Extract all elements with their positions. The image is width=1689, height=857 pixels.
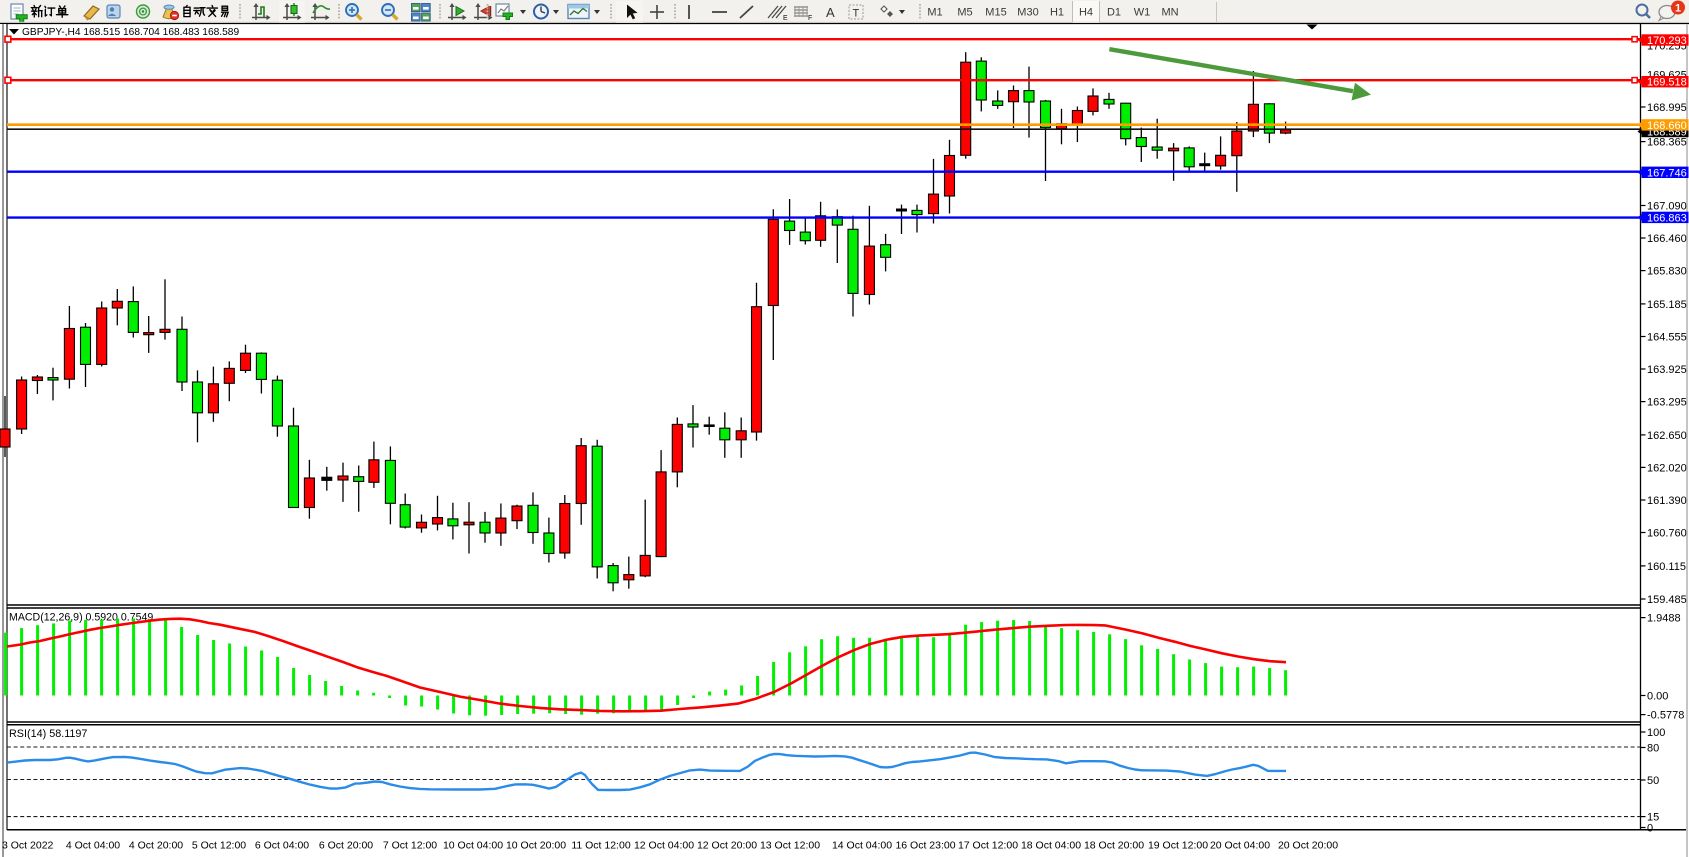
svg-text:50: 50 xyxy=(1647,775,1659,787)
svg-text:6 Oct 20:00: 6 Oct 20:00 xyxy=(319,840,373,852)
svg-text:T: T xyxy=(853,8,860,20)
svg-text:-0.5778: -0.5778 xyxy=(1647,710,1684,722)
svg-text:165.185: 165.185 xyxy=(1647,299,1687,311)
svg-text:15: 15 xyxy=(1647,812,1659,824)
svg-text:M1: M1 xyxy=(927,7,942,19)
svg-text:M5: M5 xyxy=(957,7,972,19)
svg-text:M15: M15 xyxy=(985,7,1006,19)
svg-text:1: 1 xyxy=(1675,3,1681,15)
svg-text:13 Oct 12:00: 13 Oct 12:00 xyxy=(760,840,820,852)
svg-text:D1: D1 xyxy=(1107,7,1121,19)
svg-text:11 Oct 12:00: 11 Oct 12:00 xyxy=(571,840,631,852)
svg-text:19 Oct 12:00: 19 Oct 12:00 xyxy=(1148,840,1208,852)
svg-text:4 Oct 20:00: 4 Oct 20:00 xyxy=(129,840,183,852)
svg-text:159.485: 159.485 xyxy=(1647,594,1687,606)
svg-text:7 Oct 12:00: 7 Oct 12:00 xyxy=(383,840,437,852)
svg-text:167.090: 167.090 xyxy=(1647,201,1687,213)
svg-text:10 Oct 20:00: 10 Oct 20:00 xyxy=(506,840,566,852)
svg-text:4 Oct 04:00: 4 Oct 04:00 xyxy=(66,840,120,852)
svg-text:168.995: 168.995 xyxy=(1647,102,1687,114)
svg-text:18 Oct 04:00: 18 Oct 04:00 xyxy=(1021,840,1081,852)
svg-text:17 Oct 12:00: 17 Oct 12:00 xyxy=(958,840,1018,852)
svg-text:80: 80 xyxy=(1647,743,1659,755)
svg-text:166.460: 166.460 xyxy=(1647,233,1687,245)
svg-text:0: 0 xyxy=(1647,823,1653,835)
svg-text:14 Oct 04:00: 14 Oct 04:00 xyxy=(832,840,892,852)
svg-text:W1: W1 xyxy=(1134,7,1151,19)
svg-text:6 Oct 04:00: 6 Oct 04:00 xyxy=(255,840,309,852)
svg-text:160.760: 160.760 xyxy=(1647,528,1687,540)
svg-text:5 Oct 12:00: 5 Oct 12:00 xyxy=(192,840,246,852)
svg-text:20 Oct 04:00: 20 Oct 04:00 xyxy=(1210,840,1270,852)
svg-text:3 Oct 2022: 3 Oct 2022 xyxy=(2,840,54,852)
svg-text:16 Oct 23:00: 16 Oct 23:00 xyxy=(895,840,955,852)
svg-text:100: 100 xyxy=(1647,727,1665,739)
svg-text:MACD(12,26,9) 0.5920 0.7549: MACD(12,26,9) 0.5920 0.7549 xyxy=(9,612,153,624)
svg-text:162.020: 162.020 xyxy=(1647,462,1687,474)
svg-text:12 Oct 20:00: 12 Oct 20:00 xyxy=(697,840,757,852)
svg-text:18 Oct 20:00: 18 Oct 20:00 xyxy=(1084,840,1144,852)
svg-text:10 Oct 04:00: 10 Oct 04:00 xyxy=(443,840,503,852)
svg-text:168.365: 168.365 xyxy=(1647,137,1687,149)
svg-text:160.115: 160.115 xyxy=(1647,561,1686,573)
svg-text:H4: H4 xyxy=(1079,7,1093,19)
svg-text:163.925: 163.925 xyxy=(1647,364,1687,376)
svg-text:169.518: 169.518 xyxy=(1647,77,1687,89)
svg-text:162.650: 162.650 xyxy=(1647,430,1687,442)
svg-text:1.9488: 1.9488 xyxy=(1647,613,1681,625)
svg-text:166.863: 166.863 xyxy=(1647,212,1687,224)
svg-text:M30: M30 xyxy=(1017,7,1038,19)
svg-text:170.293: 170.293 xyxy=(1647,35,1687,47)
svg-text:167.746: 167.746 xyxy=(1647,167,1687,179)
svg-text:164.555: 164.555 xyxy=(1647,332,1687,344)
svg-text:0.00: 0.00 xyxy=(1647,691,1668,703)
svg-text:E: E xyxy=(783,15,788,22)
svg-text:RSI(14) 58.1197: RSI(14) 58.1197 xyxy=(9,728,87,740)
svg-text:A: A xyxy=(826,5,835,20)
svg-text:20 Oct 20:00: 20 Oct 20:00 xyxy=(1278,840,1338,852)
svg-text:F: F xyxy=(808,15,812,22)
svg-text:163.295: 163.295 xyxy=(1647,397,1687,409)
svg-text:H1: H1 xyxy=(1050,7,1064,19)
svg-text:GBPJPY-,H4 168.515 168.704 16: GBPJPY-,H4 168.515 168.704 168.483 168.5… xyxy=(22,27,239,38)
svg-text:12 Oct 04:00: 12 Oct 04:00 xyxy=(634,840,694,852)
svg-text:168.660: 168.660 xyxy=(1647,120,1687,132)
svg-text:161.390: 161.390 xyxy=(1647,495,1687,507)
svg-text:MN: MN xyxy=(1161,7,1178,19)
svg-text:165.830: 165.830 xyxy=(1647,266,1687,278)
